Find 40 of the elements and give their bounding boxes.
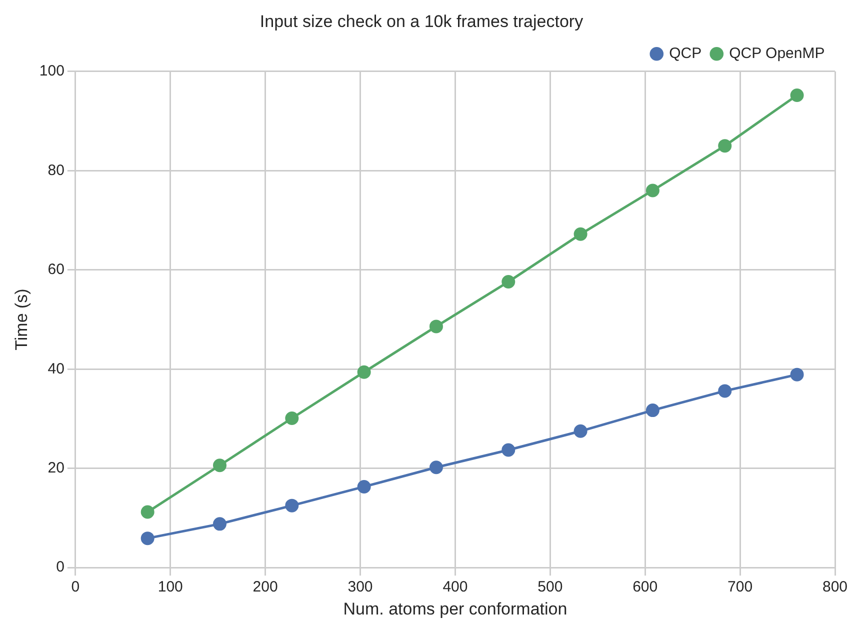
point xyxy=(285,411,299,425)
y-tick-label: 0 xyxy=(56,558,64,576)
point xyxy=(646,184,660,198)
point xyxy=(574,424,588,438)
x-tick-label: 600 xyxy=(632,578,658,596)
point xyxy=(357,365,371,379)
point xyxy=(646,404,660,418)
point xyxy=(718,139,732,153)
point xyxy=(212,517,226,531)
point xyxy=(140,532,154,546)
point xyxy=(429,460,443,474)
legend-label: QCP OpenMP xyxy=(729,45,825,62)
point xyxy=(285,498,299,512)
x-tick-label: 200 xyxy=(252,578,278,596)
x-tick-label: 100 xyxy=(158,578,183,596)
y-tick-label: 40 xyxy=(48,360,64,378)
y-tick-label: 80 xyxy=(48,162,64,179)
y-axis-title: Time (s) xyxy=(12,288,31,350)
point xyxy=(502,275,516,289)
point xyxy=(502,443,516,457)
y-tick-label: 20 xyxy=(48,460,64,476)
legend-label: QCP xyxy=(669,45,702,62)
point xyxy=(790,368,804,382)
x-tick-label: 400 xyxy=(442,578,468,596)
point xyxy=(212,458,226,472)
point xyxy=(574,227,588,241)
point xyxy=(718,384,732,398)
y-tick-label: 60 xyxy=(48,261,64,278)
point xyxy=(790,88,804,102)
x-tick-label: 300 xyxy=(348,578,373,596)
point xyxy=(429,320,443,334)
x-tick-label: 0 xyxy=(71,578,80,596)
x-tick-label: 800 xyxy=(822,578,848,596)
y-tick-label: 100 xyxy=(39,62,64,80)
point xyxy=(140,505,154,519)
x-tick-label: 500 xyxy=(538,578,563,596)
chart-title: Input size check on a 10k frames trajectory xyxy=(260,12,584,31)
point xyxy=(357,480,371,494)
x-tick-label: 700 xyxy=(728,578,753,596)
x-axis-title: Num. atoms per conformation xyxy=(343,599,568,618)
